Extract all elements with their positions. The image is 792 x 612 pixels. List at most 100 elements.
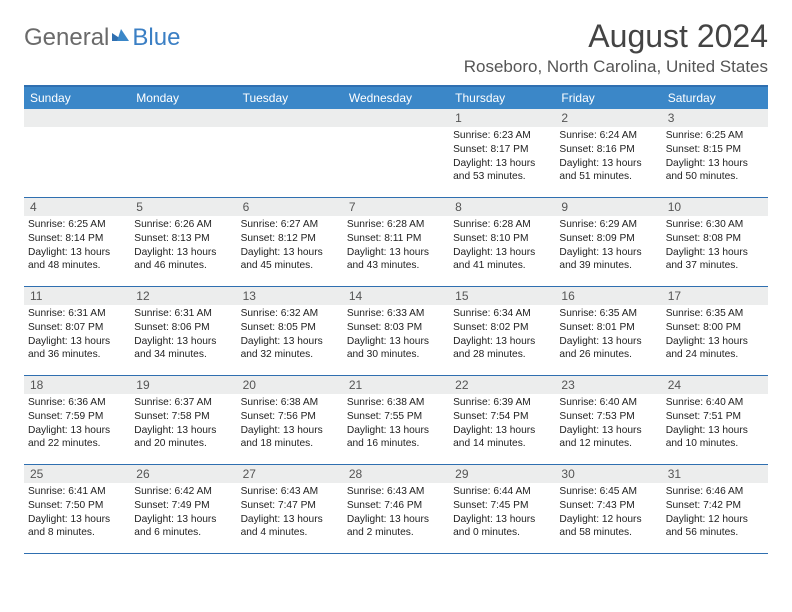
day-number: 20 (237, 376, 343, 394)
day-body: Sunrise: 6:37 AMSunset: 7:58 PMDaylight:… (130, 394, 236, 455)
title-block: August 2024 Roseboro, North Carolina, Un… (464, 18, 768, 77)
day-number: 17 (662, 287, 768, 305)
day-number: 1 (449, 109, 555, 127)
day-number: 12 (130, 287, 236, 305)
day-body: Sunrise: 6:45 AMSunset: 7:43 PMDaylight:… (555, 483, 661, 544)
day-number: 2 (555, 109, 661, 127)
day-number: 31 (662, 465, 768, 483)
day-cell: 21Sunrise: 6:38 AMSunset: 7:55 PMDayligh… (343, 376, 449, 464)
weekday-thursday: Thursday (449, 87, 555, 109)
empty-day-header (24, 109, 130, 127)
week-row: 11Sunrise: 6:31 AMSunset: 8:07 PMDayligh… (24, 287, 768, 376)
logo: General Blue (24, 24, 180, 52)
day-cell (343, 109, 449, 197)
day-body: Sunrise: 6:28 AMSunset: 8:11 PMDaylight:… (343, 216, 449, 277)
logo-flag-icon (111, 24, 131, 52)
day-number: 24 (662, 376, 768, 394)
day-body: Sunrise: 6:33 AMSunset: 8:03 PMDaylight:… (343, 305, 449, 366)
day-number: 7 (343, 198, 449, 216)
day-cell: 25Sunrise: 6:41 AMSunset: 7:50 PMDayligh… (24, 465, 130, 553)
day-body: Sunrise: 6:31 AMSunset: 8:06 PMDaylight:… (130, 305, 236, 366)
day-body: Sunrise: 6:35 AMSunset: 8:01 PMDaylight:… (555, 305, 661, 366)
day-number: 8 (449, 198, 555, 216)
day-cell: 1Sunrise: 6:23 AMSunset: 8:17 PMDaylight… (449, 109, 555, 197)
empty-day-header (130, 109, 236, 127)
week-row: 1Sunrise: 6:23 AMSunset: 8:17 PMDaylight… (24, 109, 768, 198)
day-body: Sunrise: 6:41 AMSunset: 7:50 PMDaylight:… (24, 483, 130, 544)
location-text: Roseboro, North Carolina, United States (464, 57, 768, 77)
weekday-saturday: Saturday (662, 87, 768, 109)
day-number: 15 (449, 287, 555, 305)
day-body: Sunrise: 6:43 AMSunset: 7:46 PMDaylight:… (343, 483, 449, 544)
day-body: Sunrise: 6:38 AMSunset: 7:55 PMDaylight:… (343, 394, 449, 455)
day-body: Sunrise: 6:28 AMSunset: 8:10 PMDaylight:… (449, 216, 555, 277)
day-cell: 11Sunrise: 6:31 AMSunset: 8:07 PMDayligh… (24, 287, 130, 375)
day-number: 30 (555, 465, 661, 483)
day-number: 26 (130, 465, 236, 483)
day-number: 10 (662, 198, 768, 216)
weeks-container: 1Sunrise: 6:23 AMSunset: 8:17 PMDaylight… (24, 109, 768, 554)
day-body: Sunrise: 6:44 AMSunset: 7:45 PMDaylight:… (449, 483, 555, 544)
day-number: 23 (555, 376, 661, 394)
day-number: 27 (237, 465, 343, 483)
day-cell: 12Sunrise: 6:31 AMSunset: 8:06 PMDayligh… (130, 287, 236, 375)
day-cell: 29Sunrise: 6:44 AMSunset: 7:45 PMDayligh… (449, 465, 555, 553)
day-cell: 8Sunrise: 6:28 AMSunset: 8:10 PMDaylight… (449, 198, 555, 286)
day-cell: 16Sunrise: 6:35 AMSunset: 8:01 PMDayligh… (555, 287, 661, 375)
day-number: 22 (449, 376, 555, 394)
day-number: 9 (555, 198, 661, 216)
day-cell: 17Sunrise: 6:35 AMSunset: 8:00 PMDayligh… (662, 287, 768, 375)
day-cell: 2Sunrise: 6:24 AMSunset: 8:16 PMDaylight… (555, 109, 661, 197)
day-body: Sunrise: 6:26 AMSunset: 8:13 PMDaylight:… (130, 216, 236, 277)
day-body: Sunrise: 6:25 AMSunset: 8:14 PMDaylight:… (24, 216, 130, 277)
day-number: 18 (24, 376, 130, 394)
day-cell: 31Sunrise: 6:46 AMSunset: 7:42 PMDayligh… (662, 465, 768, 553)
day-number: 14 (343, 287, 449, 305)
day-cell: 10Sunrise: 6:30 AMSunset: 8:08 PMDayligh… (662, 198, 768, 286)
day-cell: 20Sunrise: 6:38 AMSunset: 7:56 PMDayligh… (237, 376, 343, 464)
day-cell: 19Sunrise: 6:37 AMSunset: 7:58 PMDayligh… (130, 376, 236, 464)
day-number: 21 (343, 376, 449, 394)
day-cell (24, 109, 130, 197)
day-cell: 5Sunrise: 6:26 AMSunset: 8:13 PMDaylight… (130, 198, 236, 286)
day-number: 28 (343, 465, 449, 483)
day-body: Sunrise: 6:25 AMSunset: 8:15 PMDaylight:… (662, 127, 768, 188)
weekday-monday: Monday (130, 87, 236, 109)
day-number: 5 (130, 198, 236, 216)
day-body: Sunrise: 6:23 AMSunset: 8:17 PMDaylight:… (449, 127, 555, 188)
day-body: Sunrise: 6:40 AMSunset: 7:53 PMDaylight:… (555, 394, 661, 455)
day-cell: 7Sunrise: 6:28 AMSunset: 8:11 PMDaylight… (343, 198, 449, 286)
day-number: 25 (24, 465, 130, 483)
day-body: Sunrise: 6:38 AMSunset: 7:56 PMDaylight:… (237, 394, 343, 455)
day-body: Sunrise: 6:40 AMSunset: 7:51 PMDaylight:… (662, 394, 768, 455)
day-body: Sunrise: 6:42 AMSunset: 7:49 PMDaylight:… (130, 483, 236, 544)
page-header: General Blue August 2024 Roseboro, North… (24, 18, 768, 77)
weekday-sunday: Sunday (24, 87, 130, 109)
day-body: Sunrise: 6:32 AMSunset: 8:05 PMDaylight:… (237, 305, 343, 366)
day-body: Sunrise: 6:35 AMSunset: 8:00 PMDaylight:… (662, 305, 768, 366)
day-cell (130, 109, 236, 197)
week-row: 18Sunrise: 6:36 AMSunset: 7:59 PMDayligh… (24, 376, 768, 465)
day-body: Sunrise: 6:30 AMSunset: 8:08 PMDaylight:… (662, 216, 768, 277)
day-cell: 3Sunrise: 6:25 AMSunset: 8:15 PMDaylight… (662, 109, 768, 197)
day-cell (237, 109, 343, 197)
day-cell: 28Sunrise: 6:43 AMSunset: 7:46 PMDayligh… (343, 465, 449, 553)
day-cell: 15Sunrise: 6:34 AMSunset: 8:02 PMDayligh… (449, 287, 555, 375)
week-row: 25Sunrise: 6:41 AMSunset: 7:50 PMDayligh… (24, 465, 768, 554)
day-cell: 30Sunrise: 6:45 AMSunset: 7:43 PMDayligh… (555, 465, 661, 553)
day-cell: 27Sunrise: 6:43 AMSunset: 7:47 PMDayligh… (237, 465, 343, 553)
day-cell: 23Sunrise: 6:40 AMSunset: 7:53 PMDayligh… (555, 376, 661, 464)
day-number: 4 (24, 198, 130, 216)
day-number: 3 (662, 109, 768, 127)
calendar: SundayMondayTuesdayWednesdayThursdayFrid… (24, 85, 768, 554)
week-row: 4Sunrise: 6:25 AMSunset: 8:14 PMDaylight… (24, 198, 768, 287)
day-body: Sunrise: 6:27 AMSunset: 8:12 PMDaylight:… (237, 216, 343, 277)
day-cell: 14Sunrise: 6:33 AMSunset: 8:03 PMDayligh… (343, 287, 449, 375)
weekday-header-row: SundayMondayTuesdayWednesdayThursdayFrid… (24, 87, 768, 109)
day-number: 29 (449, 465, 555, 483)
day-cell: 22Sunrise: 6:39 AMSunset: 7:54 PMDayligh… (449, 376, 555, 464)
empty-day-header (343, 109, 449, 127)
day-body: Sunrise: 6:36 AMSunset: 7:59 PMDaylight:… (24, 394, 130, 455)
day-number: 19 (130, 376, 236, 394)
day-body: Sunrise: 6:34 AMSunset: 8:02 PMDaylight:… (449, 305, 555, 366)
